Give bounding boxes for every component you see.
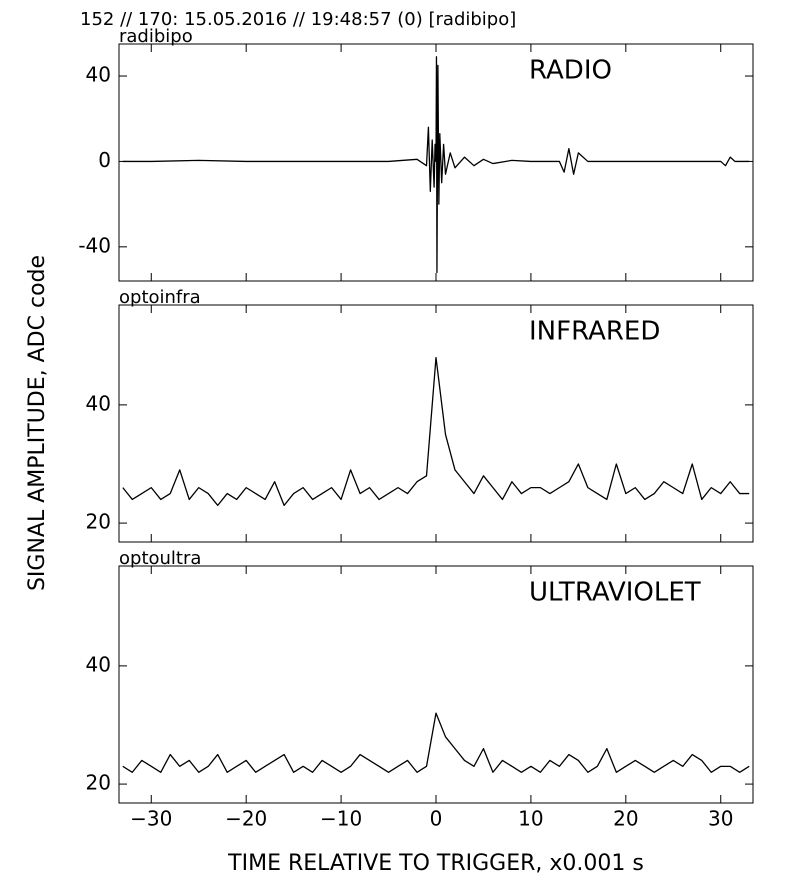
x-axis-label: TIME RELATIVE TO TRIGGER, x0.001 s (227, 851, 644, 876)
x-tick-label: −20 (225, 807, 267, 831)
y-tick-label: 40 (86, 63, 111, 87)
panel-label: optoultra (119, 548, 201, 569)
panel-annotation: RADIO (529, 56, 612, 86)
y-axis-label: SIGNAL AMPLITUDE, ADC code (25, 255, 50, 591)
y-tick-label: 0 (98, 148, 111, 172)
y-tick-label: 40 (86, 652, 111, 676)
x-tick-label: 20 (613, 807, 638, 831)
x-tick-label: 30 (708, 807, 733, 831)
figure-title: 152 // 170: 15.05.2016 // 19:48:57 (0) [… (80, 9, 516, 30)
panel-annotation: ULTRAVIOLET (529, 578, 701, 608)
x-tick-label: −10 (320, 807, 362, 831)
x-tick-label: 0 (430, 807, 443, 831)
x-tick-label: 10 (518, 807, 543, 831)
panel-label: radibipo (119, 26, 193, 47)
signal-line (122, 712, 750, 773)
y-tick-label: 20 (86, 510, 111, 534)
panel-label: optoinfra (119, 287, 201, 308)
signal-line (122, 356, 750, 507)
y-tick-label: -40 (78, 233, 111, 257)
y-tick-label: 20 (86, 771, 111, 795)
x-tick-label: −30 (130, 807, 172, 831)
y-tick-label: 40 (86, 391, 111, 415)
signal-line (122, 56, 750, 274)
panel-annotation: INFRARED (529, 317, 660, 347)
